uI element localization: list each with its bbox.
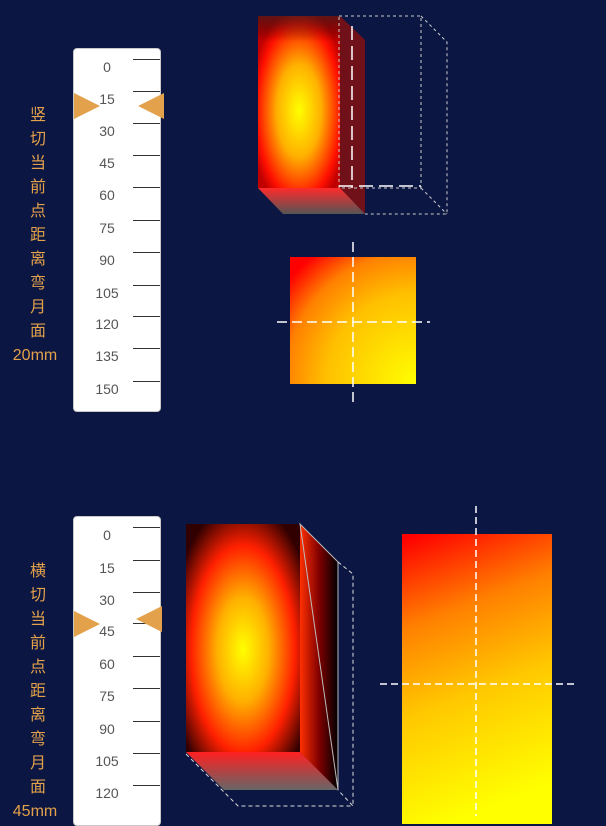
position-marker-left[interactable]	[74, 93, 104, 119]
tick-line	[133, 123, 160, 124]
label-char: 弯	[29, 275, 46, 292]
position-marker-left[interactable]	[74, 611, 104, 637]
label-char: 面	[29, 779, 46, 796]
label-char: 弯	[29, 731, 46, 748]
tick-label: 0	[103, 527, 111, 543]
tick-line	[133, 348, 160, 349]
tick-line	[133, 753, 160, 754]
tick-label: 120	[95, 785, 119, 801]
tick-line	[133, 381, 160, 382]
tick-line	[133, 59, 160, 60]
tick-label: 30	[99, 592, 115, 608]
label-char: 切	[29, 131, 46, 148]
label-char: 竖	[29, 107, 46, 124]
label-char: 前	[29, 179, 46, 196]
tick-line	[133, 592, 160, 593]
label-distance-value: 45mm	[12, 803, 58, 820]
horizontal-cut-3d-block	[185, 522, 355, 807]
tick-line	[133, 91, 160, 92]
label-char: 横	[29, 563, 46, 580]
tick-line	[133, 187, 160, 188]
tick-line	[133, 316, 160, 317]
tick-label: 90	[99, 252, 115, 268]
tick-line	[133, 252, 160, 253]
tick-label: 75	[99, 220, 115, 236]
label-char: 点	[29, 203, 46, 220]
tick-label: 0	[103, 59, 111, 75]
tick-line	[133, 688, 160, 689]
tick-line	[133, 785, 160, 786]
label-char: 前	[29, 635, 46, 652]
label-char: 距	[29, 683, 46, 700]
horizontal-cut-section	[380, 506, 576, 824]
label-char: 月	[29, 755, 46, 772]
label-char: 点	[29, 659, 46, 676]
position-marker-right[interactable]	[134, 606, 164, 632]
horizontal-cut-panel: 横 切 当 前 点 距 离 弯 月 面 45mm 0 15 30 45 60 7…	[0, 450, 606, 826]
tick-label: 60	[99, 656, 115, 672]
label-distance-value: 20mm	[12, 347, 58, 364]
tick-label: 135	[95, 348, 119, 364]
tick-label: 90	[99, 721, 115, 737]
tick-label: 45	[99, 623, 115, 639]
label-char: 切	[29, 587, 46, 604]
label-char: 距	[29, 227, 46, 244]
tick-label: 15	[99, 91, 115, 107]
label-char: 当	[29, 155, 46, 172]
tick-line	[133, 656, 160, 657]
tick-line	[133, 285, 160, 286]
tick-label: 120	[95, 316, 119, 332]
tick-label: 15	[99, 560, 115, 576]
label-char: 离	[29, 707, 46, 724]
tick-label: 30	[99, 123, 115, 139]
label-char: 面	[29, 323, 46, 340]
tick-line	[133, 220, 160, 221]
depth-ruler-horizontal[interactable]: 0 15 30 45 60 75 90 105 120	[73, 516, 161, 826]
vertical-cut-3d-block	[258, 15, 448, 215]
label-char: 月	[29, 299, 46, 316]
tick-line	[133, 560, 160, 561]
tick-line	[133, 155, 160, 156]
tick-label: 75	[99, 688, 115, 704]
tick-label: 45	[99, 155, 115, 171]
tick-label: 105	[95, 753, 119, 769]
tick-line	[133, 527, 160, 528]
tick-label: 60	[99, 187, 115, 203]
vertical-cut-panel: 竖 切 当 前 点 距 离 弯 月 面 20mm 0 15 30 45 60 7…	[8, 15, 448, 412]
label-char: 当	[29, 611, 46, 628]
label-char: 离	[29, 251, 46, 268]
vertical-cut-section	[277, 242, 430, 404]
tick-line	[133, 721, 160, 722]
tick-label: 105	[95, 285, 119, 301]
vertical-cut-label: 竖 切 当 前 点 距 离 弯 月 面 20mm	[8, 104, 68, 368]
tick-label: 150	[95, 381, 119, 397]
horizontal-cut-label: 横 切 当 前 点 距 离 弯 月 面 45mm	[8, 560, 68, 824]
position-marker-right[interactable]	[136, 93, 166, 119]
